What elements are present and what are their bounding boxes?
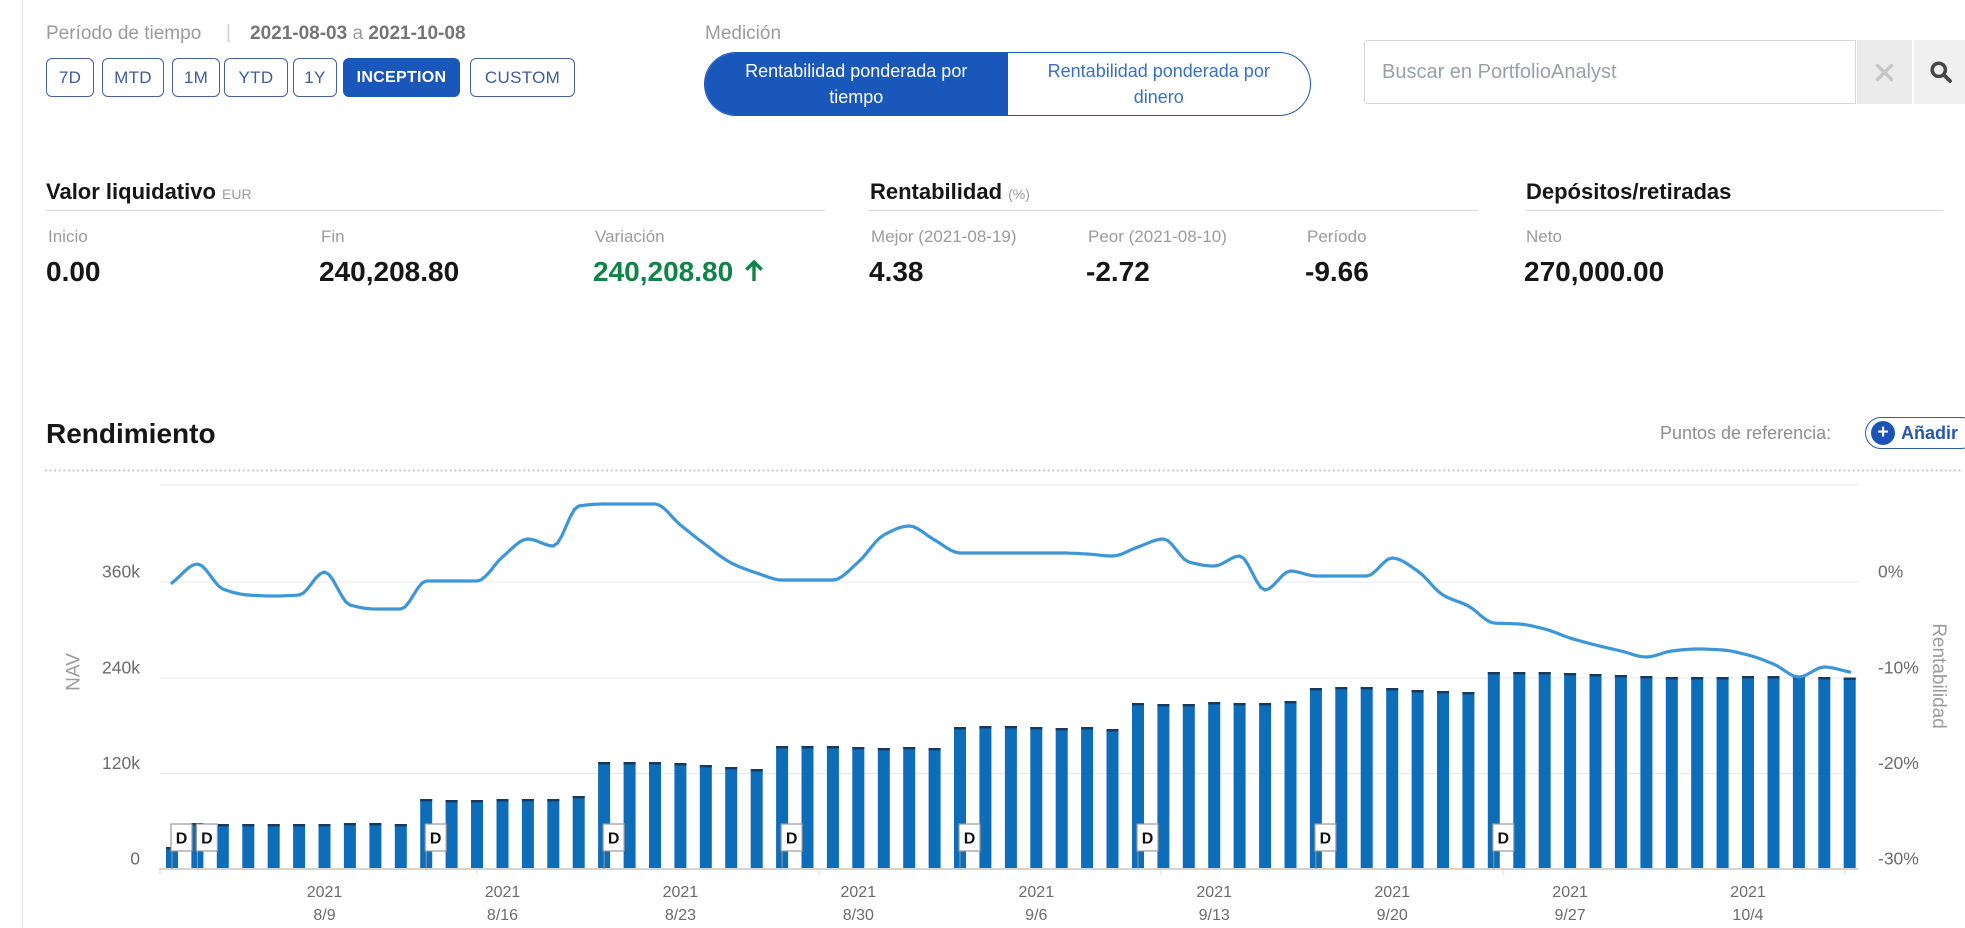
svg-text:D: D xyxy=(964,831,976,848)
svg-text:NAV: NAV xyxy=(64,653,85,691)
svg-text:2021: 2021 xyxy=(307,884,343,901)
svg-text:D: D xyxy=(176,831,188,848)
svg-text:10/4: 10/4 xyxy=(1732,907,1763,924)
svg-text:2021: 2021 xyxy=(1019,884,1055,901)
svg-text:9/13: 9/13 xyxy=(1199,907,1230,924)
svg-text:2021: 2021 xyxy=(485,884,521,901)
svg-text:9/27: 9/27 xyxy=(1555,907,1586,924)
svg-text:360k: 360k xyxy=(102,562,140,582)
svg-text:0: 0 xyxy=(130,849,140,869)
svg-text:D: D xyxy=(786,831,798,848)
svg-text:D: D xyxy=(1498,831,1510,848)
svg-text:120k: 120k xyxy=(102,753,140,773)
svg-text:8/30: 8/30 xyxy=(843,907,874,924)
svg-text:D: D xyxy=(608,831,620,848)
svg-text:8/9: 8/9 xyxy=(313,907,335,924)
svg-text:D: D xyxy=(1320,831,1332,848)
svg-text:9/6: 9/6 xyxy=(1025,907,1047,924)
svg-text:Rentabilidad: Rentabilidad xyxy=(1928,623,1949,729)
svg-text:2021: 2021 xyxy=(841,884,877,901)
svg-text:-20%: -20% xyxy=(1878,753,1919,773)
svg-text:2021: 2021 xyxy=(1730,884,1766,901)
svg-text:2021: 2021 xyxy=(1196,884,1232,901)
svg-text:8/23: 8/23 xyxy=(665,907,696,924)
svg-text:8/16: 8/16 xyxy=(487,907,518,924)
svg-text:D: D xyxy=(430,831,442,848)
svg-text:9/20: 9/20 xyxy=(1377,907,1408,924)
svg-text:D: D xyxy=(201,831,213,848)
svg-text:-10%: -10% xyxy=(1878,658,1919,678)
svg-text:D: D xyxy=(1142,831,1154,848)
svg-text:2021: 2021 xyxy=(1374,884,1410,901)
svg-text:2021: 2021 xyxy=(1552,884,1588,901)
svg-text:-30%: -30% xyxy=(1878,849,1919,869)
svg-text:0%: 0% xyxy=(1878,562,1903,582)
svg-text:2021: 2021 xyxy=(663,884,699,901)
svg-text:240k: 240k xyxy=(102,658,140,678)
